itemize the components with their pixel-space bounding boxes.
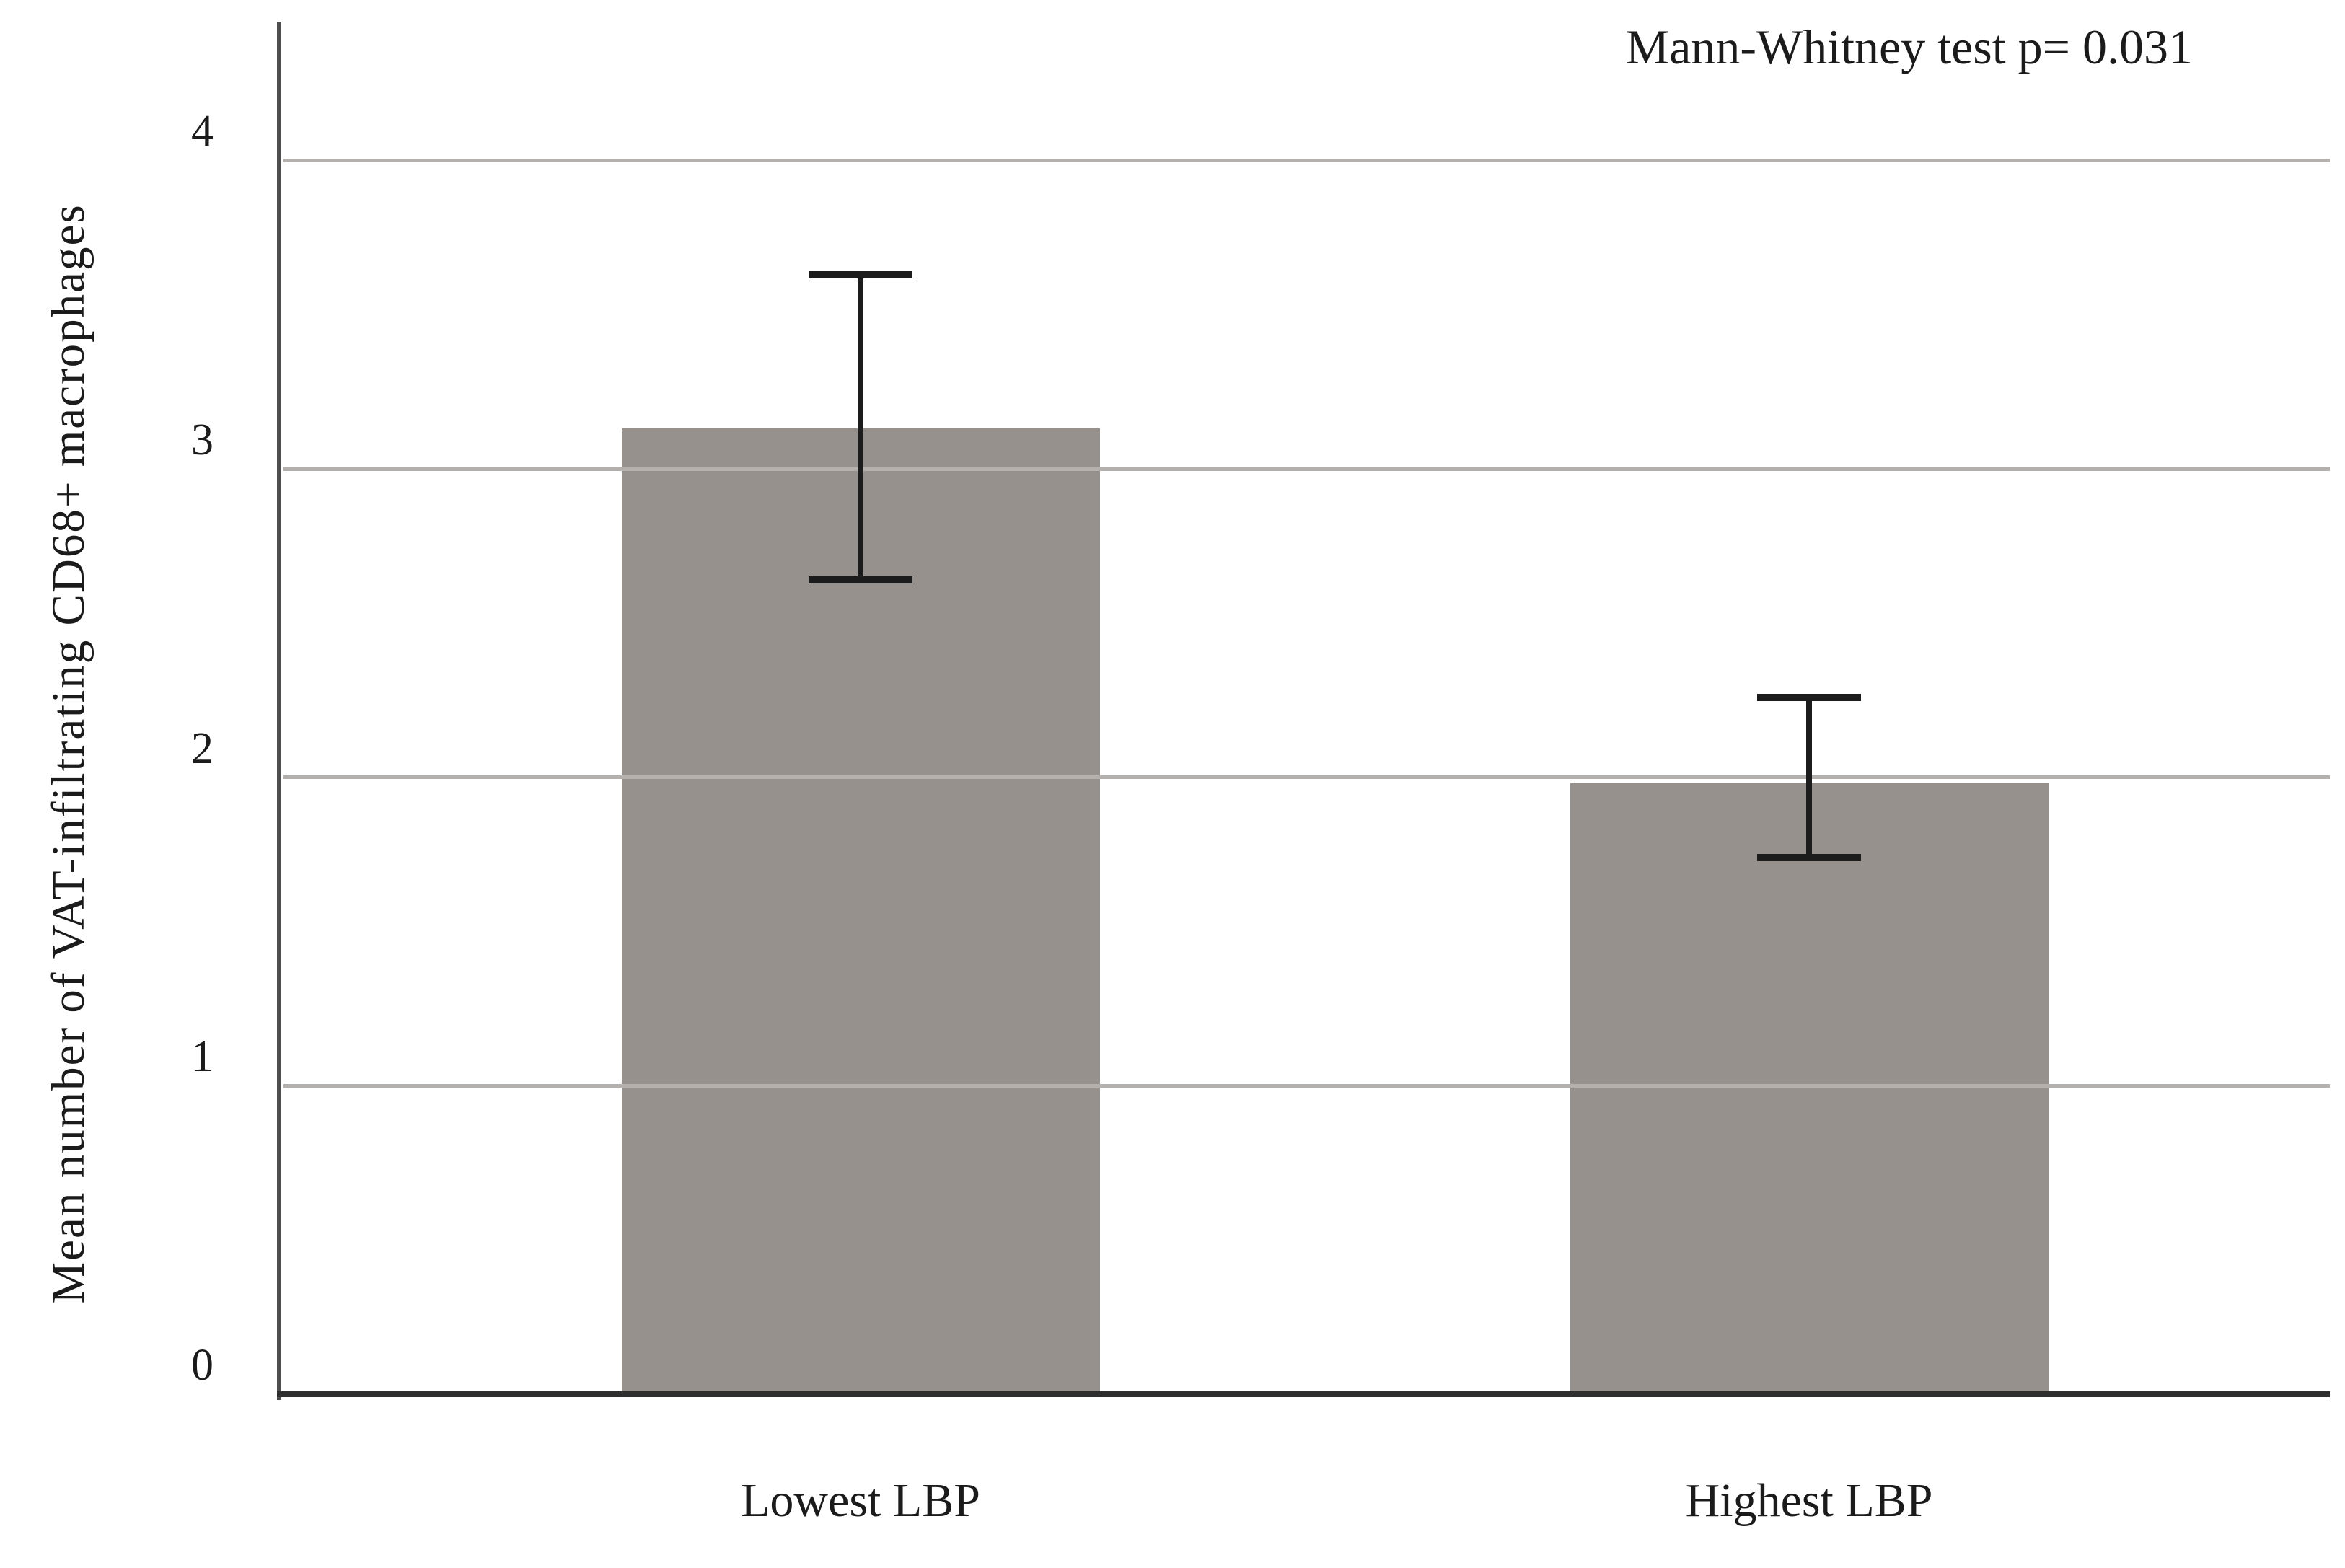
x-axis-label-lowest-lbp: Lowest LBP bbox=[741, 1474, 980, 1527]
y-axis-line bbox=[277, 22, 281, 1400]
error-bar-cap-bottom-highest-lbp bbox=[1757, 853, 1861, 861]
gridline-3 bbox=[283, 467, 2330, 471]
y-tick-label-1: 1 bbox=[191, 1032, 214, 1082]
error-bar-cap-bottom-lowest-lbp bbox=[809, 576, 912, 584]
x-axis-label-highest-lbp: Highest LBP bbox=[1685, 1474, 1933, 1527]
gridline-1 bbox=[283, 1083, 2330, 1088]
bar-lowest-lbp bbox=[621, 428, 1100, 1394]
y-tick-label-4: 4 bbox=[191, 107, 214, 157]
error-bar-cap-top-highest-lbp bbox=[1757, 693, 1861, 701]
y-tick-label-3: 3 bbox=[191, 415, 214, 465]
bar-highest-lbp bbox=[1570, 783, 2049, 1394]
y-tick-label-2: 2 bbox=[191, 723, 214, 773]
error-bar-line-highest-lbp bbox=[1806, 697, 1812, 858]
y-tick-label-0: 0 bbox=[191, 1341, 214, 1390]
gridline-4 bbox=[283, 158, 2330, 162]
error-bar-cap-top-lowest-lbp bbox=[809, 270, 912, 278]
gridline-2 bbox=[283, 775, 2330, 780]
p-value-annotation: Mann-Whitney test p= 0.031 bbox=[1625, 19, 2193, 74]
error-bar-line-lowest-lbp bbox=[858, 274, 863, 581]
x-axis-line bbox=[277, 1391, 2330, 1397]
